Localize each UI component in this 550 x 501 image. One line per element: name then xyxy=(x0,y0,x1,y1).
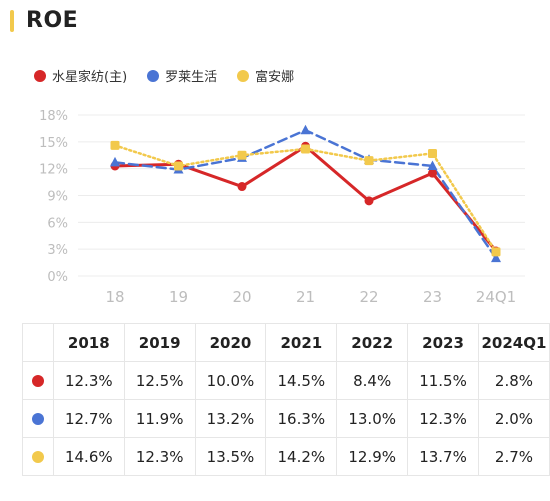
table-cell: 11.9% xyxy=(123,399,196,438)
row-dot-icon xyxy=(31,375,44,387)
row-dot-icon xyxy=(31,451,44,463)
table-cell: 2.8% xyxy=(477,361,550,400)
data-point-0 xyxy=(428,168,437,178)
legend-label: 罗莱生活 xyxy=(165,70,218,85)
table-cell: 16.3% xyxy=(265,399,338,438)
chart-title: ROE xyxy=(26,8,79,33)
table-cell: 13.7% xyxy=(407,437,479,476)
table-row: 14.6% 12.3% 13.5% 14.2% 12.9% 13.7% 2.7% xyxy=(22,437,550,476)
data-table: 2018 2019 2020 2021 2022 2023 2024Q1 12.… xyxy=(22,323,550,476)
table-header-cell: 2018 xyxy=(52,323,125,362)
y-tick-label: 12% xyxy=(39,163,68,178)
data-point-1 xyxy=(427,160,438,170)
data-point-1 xyxy=(491,252,501,263)
table-header-row: 2018 2019 2020 2021 2022 2023 2024Q1 xyxy=(22,323,550,362)
y-tick-label: 3% xyxy=(47,243,68,258)
table-row: 12.7% 11.9% 13.2% 16.3% 13.0% 12.3% 2.0% xyxy=(22,399,550,438)
data-point-0 xyxy=(237,182,247,192)
data-point-2 xyxy=(491,247,501,257)
table-cell: 12.3% xyxy=(52,361,125,400)
legend-dot-icon xyxy=(147,69,160,82)
table-cell: 8.4% xyxy=(336,361,409,400)
x-tick-label: 19 xyxy=(169,288,188,305)
table-cell: 12.3% xyxy=(407,399,479,438)
data-point-2 xyxy=(364,156,374,166)
table-header-cell: 2023 xyxy=(407,323,479,362)
title-bar: ROE xyxy=(10,8,78,33)
table-header-cell: 2020 xyxy=(194,323,267,362)
data-point-2 xyxy=(301,144,310,154)
table-cell: 12.3% xyxy=(123,437,196,476)
series-line-2 xyxy=(113,144,498,254)
y-tick-label: 0% xyxy=(47,270,68,285)
line-chart: 0% 3% 6% 9% 12% 15% 18% 18 19 20 21 22 23 24Q1 xyxy=(39,109,525,305)
data-point-1 xyxy=(110,156,120,167)
row-marker-cell xyxy=(22,399,54,438)
data-point-0 xyxy=(364,196,374,206)
table-cell: 13.0% xyxy=(336,399,409,438)
x-tick-label: 23 xyxy=(423,288,442,305)
x-tick-label: 20 xyxy=(232,288,251,305)
legend-label: 富安娜 xyxy=(255,70,295,85)
data-point-2 xyxy=(428,148,437,158)
x-tick-label: 21 xyxy=(296,288,315,305)
table-row: 12.3% 12.5% 10.0% 14.5% 8.4% 11.5% 2.8% xyxy=(22,361,550,400)
legend-item-series-0: 水星家纺(主) xyxy=(34,66,127,85)
table-header-cell: 2021 xyxy=(265,323,338,362)
table-corner-cell xyxy=(22,323,54,362)
row-marker-cell xyxy=(22,437,54,476)
table-cell: 14.2% xyxy=(265,437,338,476)
table-cell: 2.0% xyxy=(477,399,550,438)
table-header-cell: 2019 xyxy=(123,323,196,362)
legend-dot-icon xyxy=(237,69,250,82)
data-point-1 xyxy=(300,124,311,135)
data-point-2 xyxy=(110,140,120,150)
legend: 水星家纺(主) 罗莱生活 富安娜 xyxy=(34,66,314,85)
table-cell: 13.2% xyxy=(194,399,267,438)
table-cell: 13.5% xyxy=(194,437,267,476)
table-cell: 14.5% xyxy=(265,361,338,400)
table-cell: 11.5% xyxy=(407,361,479,400)
table-cell: 10.0% xyxy=(194,361,267,400)
data-point-2 xyxy=(174,161,183,171)
x-tick-label: 18 xyxy=(105,288,124,305)
legend-dot-icon xyxy=(34,69,46,82)
row-marker-cell xyxy=(22,361,54,400)
table-cell: 14.6% xyxy=(52,437,125,476)
data-point-2 xyxy=(237,150,247,160)
table-header-cell: 2022 xyxy=(336,323,409,362)
x-tick-label: 22 xyxy=(359,288,378,305)
title-accent-bar xyxy=(10,9,14,32)
y-tick-label: 9% xyxy=(47,190,68,205)
x-tick-label: 24Q1 xyxy=(476,288,516,305)
table-cell: 2.7% xyxy=(477,437,550,476)
y-tick-label: 15% xyxy=(39,136,68,151)
legend-label: 水星家纺(主) xyxy=(52,70,128,85)
row-dot-icon xyxy=(31,413,44,425)
table-cell: 12.9% xyxy=(336,437,409,476)
table-header-cell: 2024Q1 xyxy=(477,323,550,362)
legend-item-series-2: 富安娜 xyxy=(237,66,294,85)
y-tick-label: 6% xyxy=(47,216,68,231)
y-tick-label: 18% xyxy=(39,109,68,124)
table-cell: 12.5% xyxy=(123,361,196,400)
legend-item-series-1: 罗莱生活 xyxy=(147,66,217,85)
table-cell: 12.7% xyxy=(52,399,125,438)
